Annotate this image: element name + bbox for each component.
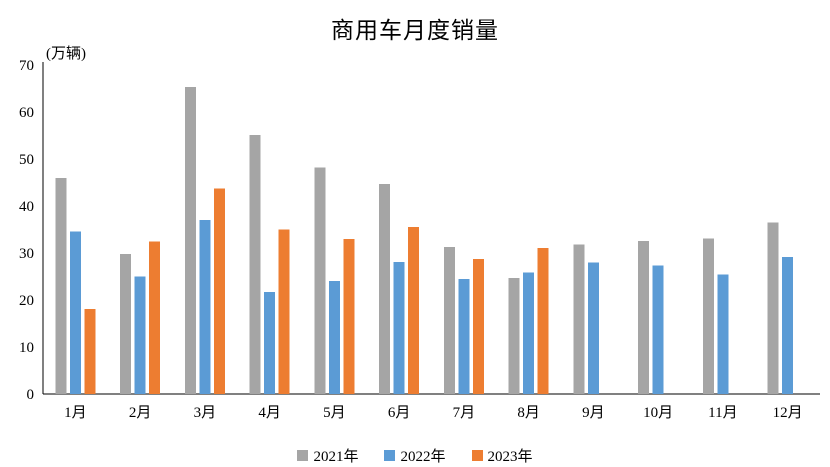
bar-2022年-11月	[717, 274, 729, 394]
bar-2022年-1月	[69, 231, 81, 394]
bar-2022年-5月	[328, 281, 340, 394]
y-axis-tick-label: 70	[19, 58, 34, 74]
x-axis-tick-label: 1月	[64, 405, 87, 421]
y-axis-tick-label: 40	[19, 199, 34, 215]
legend-item-2022年: 2022年	[384, 445, 446, 466]
bar-2022年-12月	[782, 256, 794, 394]
x-axis-tick-label: 4月	[258, 405, 281, 421]
legend-label: 2021年	[313, 448, 359, 465]
legend-item-2021年: 2021年	[297, 445, 358, 466]
legend-swatch-icon	[471, 449, 483, 461]
x-axis-tick-label: 2月	[129, 405, 152, 421]
y-axis-tick-label: 0	[27, 387, 35, 403]
x-axis-tick-label: 12月	[773, 405, 803, 421]
bar-2022年-4月	[264, 292, 276, 394]
y-axis-unit-label: (万辆)	[46, 45, 86, 62]
y-axis-tick-label: 10	[19, 340, 34, 356]
bar-2021年-2月	[120, 253, 132, 394]
bar-2021年-7月	[443, 246, 455, 394]
x-axis-tick-label: 6月	[388, 405, 411, 421]
bar-2021年-3月	[184, 87, 196, 394]
legend-item-2023年: 2023年	[471, 445, 533, 466]
bar-2021年-12月	[767, 222, 779, 394]
x-axis-tick-label: 9月	[582, 405, 605, 421]
chart-legend: 2021年 2022年 2023年	[0, 444, 830, 466]
bar-2023年-2月	[149, 241, 161, 394]
bar-2021年-1月	[55, 177, 67, 394]
bar-2023年-1月	[84, 308, 96, 394]
legend-label: 2022年	[400, 448, 446, 465]
bar-2022年-7月	[458, 278, 470, 394]
bar-2021年-8月	[508, 277, 520, 394]
bar-2021年-5月	[314, 167, 326, 394]
bar-2022年-8月	[523, 272, 535, 394]
x-axis-tick-label: 10月	[643, 405, 673, 421]
x-axis-tick-label: 3月	[194, 405, 217, 421]
y-axis-tick-label: 60	[19, 105, 34, 121]
bar-2023年-8月	[537, 247, 549, 394]
bar-2023年-6月	[408, 227, 420, 394]
x-axis-tick-label: 5月	[323, 405, 346, 421]
y-axis-tick-label: 30	[19, 246, 34, 262]
bar-2022年-9月	[587, 262, 599, 394]
bar-2023年-4月	[278, 229, 290, 394]
y-axis-tick-label: 50	[19, 152, 34, 168]
x-axis-tick-label: 7月	[453, 405, 476, 421]
bar-2022年-3月	[199, 220, 211, 394]
chart-title: 商用车月度销量	[331, 18, 499, 43]
bar-2022年-2月	[134, 276, 146, 394]
bar-2022年-10月	[652, 265, 664, 394]
bar-2022年-6月	[393, 261, 405, 394]
y-axis-tick-label: 20	[19, 293, 34, 309]
legend-swatch-icon	[297, 449, 309, 461]
bar-2021年-6月	[379, 183, 391, 394]
x-axis-tick-label: 11月	[708, 405, 737, 421]
bar-2021年-4月	[249, 135, 261, 394]
bar-2023年-7月	[472, 259, 484, 394]
bar-2023年-5月	[343, 238, 355, 394]
legend-swatch-icon	[384, 449, 396, 461]
legend-label: 2023年	[487, 448, 533, 465]
bar-2021年-10月	[638, 240, 650, 394]
bar-2021年-11月	[702, 238, 714, 394]
bar-2023年-3月	[213, 188, 225, 394]
x-axis-tick-label: 8月	[517, 405, 540, 421]
bar-2021年-9月	[573, 244, 585, 394]
